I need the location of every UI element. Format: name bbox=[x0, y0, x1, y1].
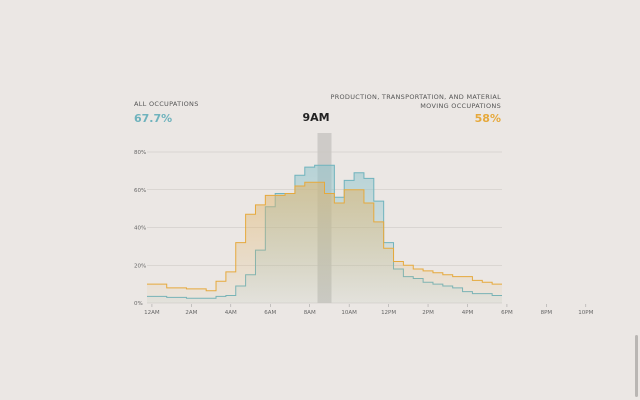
right-series-value: 58% bbox=[474, 112, 501, 125]
page-scrollbar[interactable] bbox=[632, 0, 640, 400]
y-tick-label: 40% bbox=[134, 226, 146, 232]
x-tick-label: 12PM bbox=[381, 310, 396, 316]
x-tick-label: 10PM bbox=[578, 310, 593, 316]
y-tick-label: 20% bbox=[134, 263, 146, 269]
left-series-title: ALL OCCUPATIONS bbox=[134, 100, 199, 108]
x-tick-label: 12AM bbox=[144, 310, 160, 316]
current-time-label: 9AM bbox=[302, 111, 330, 124]
left-series-value: 67.7% bbox=[134, 112, 173, 125]
x-tick-label: 8PM bbox=[541, 310, 553, 316]
y-tick-label: 0% bbox=[134, 301, 143, 307]
x-tick-label: 10AM bbox=[341, 310, 357, 316]
x-tick-label: 2PM bbox=[422, 310, 434, 316]
x-tick-label: 4AM bbox=[225, 310, 237, 316]
x-tick-label: 6AM bbox=[264, 310, 276, 316]
x-tick-label: 8AM bbox=[304, 310, 316, 316]
production-area bbox=[147, 182, 502, 303]
scroll-thumb[interactable] bbox=[635, 335, 638, 397]
right-series-title: PRODUCTION, TRANSPORTATION, AND MATERIAL… bbox=[330, 93, 501, 111]
x-tick-label: 4PM bbox=[462, 310, 474, 316]
right-series-title-line2: MOVING OCCUPATIONS bbox=[420, 102, 501, 110]
right-series-title-line1: PRODUCTION, TRANSPORTATION, AND MATERIAL bbox=[330, 93, 501, 101]
production-line bbox=[147, 181, 502, 292]
y-tick-label: 80% bbox=[134, 150, 146, 156]
y-tick-label: 60% bbox=[134, 188, 146, 194]
x-tick-label: 6PM bbox=[501, 310, 513, 316]
x-tick-label: 2AM bbox=[185, 310, 197, 316]
